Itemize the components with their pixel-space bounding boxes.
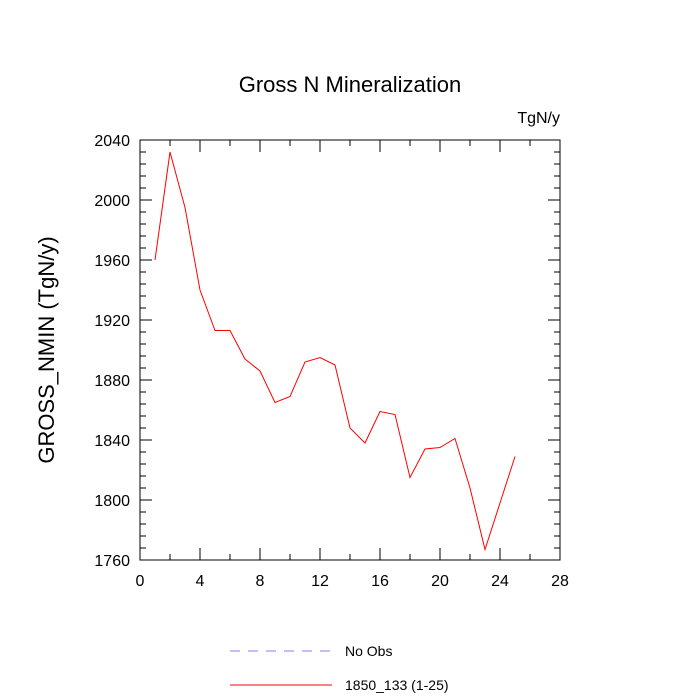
x-tick-label: 24 <box>491 573 509 590</box>
plot-frame <box>139 139 561 561</box>
y-tick-label: 1840 <box>94 433 130 450</box>
y-tick-label: 1920 <box>94 313 130 330</box>
minor-ticks <box>140 140 560 560</box>
x-tick-label: 8 <box>256 573 265 590</box>
series-line <box>154 151 516 552</box>
x-tick-label: 12 <box>311 573 329 590</box>
x-tick-label: 20 <box>431 573 449 590</box>
major-ticks <box>139 139 561 561</box>
y-tick-label: 2000 <box>94 193 130 210</box>
legend-label: 1850_133 (1-25) <box>345 677 449 693</box>
y-tick-label: 2040 <box>94 133 130 150</box>
y-tick-label: 1880 <box>94 373 130 390</box>
units-label: TgN/y <box>517 110 560 127</box>
x-tick-label: 28 <box>551 573 569 590</box>
chart-title: Gross N Mineralization <box>239 72 462 97</box>
y-tick-label: 1800 <box>94 493 130 510</box>
legend: No Obs 1850_133 (1-25) <box>230 643 449 693</box>
legend-label: No Obs <box>345 643 392 659</box>
x-tick-label: 0 <box>136 573 145 590</box>
y-tick-label: 1960 <box>94 253 130 270</box>
x-tick-label: 4 <box>196 573 205 590</box>
x-tick-label: 16 <box>371 573 389 590</box>
tick-labels: 0 4 8 12 16 20 24 28 1760 1800 1840 1880 1920 1960 200… <box>94 133 569 590</box>
y-tick-label: 1760 <box>94 553 130 570</box>
y-axis-label: GROSS_NMIN (TgN/y) <box>34 236 59 463</box>
series-layer <box>154 151 516 552</box>
